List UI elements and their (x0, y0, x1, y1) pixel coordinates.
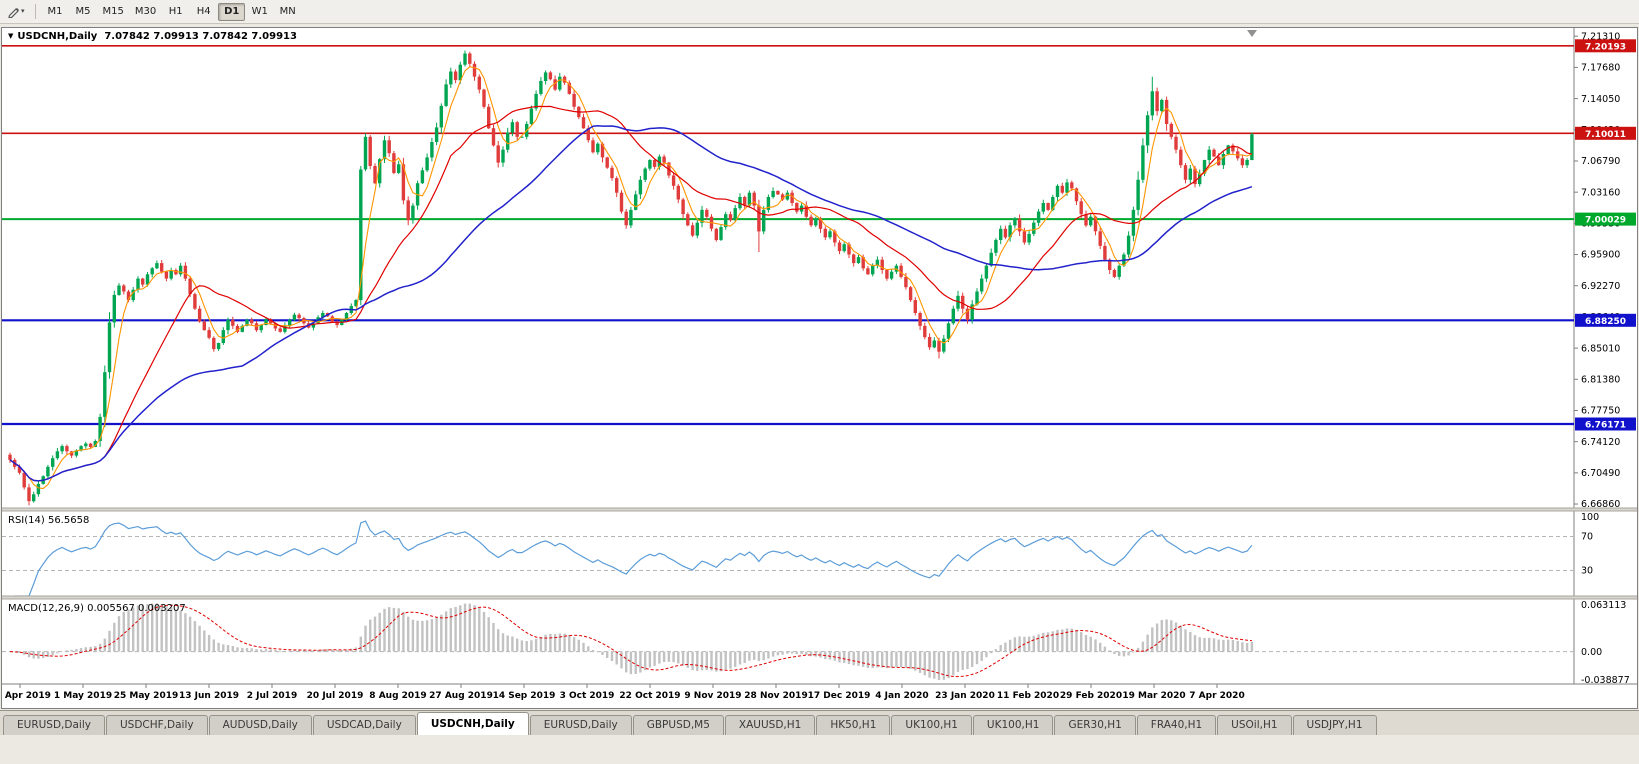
ma-5-line (9, 66, 1253, 490)
tab-usdjpy-h1[interactable]: USDJPY,H1 (1292, 715, 1377, 735)
svg-text:70: 70 (1581, 532, 1593, 543)
svg-text:0.00: 0.00 (1581, 647, 1602, 658)
svg-text:6.77750: 6.77750 (1581, 406, 1620, 417)
svg-text:19 Mar 2020: 19 Mar 2020 (1122, 691, 1185, 701)
dropdown-caret-icon: ▾ (21, 8, 25, 15)
moving-averages (9, 66, 1253, 490)
svg-text:23 Jan 2020: 23 Jan 2020 (935, 691, 995, 701)
timeframe-button-h4[interactable]: H4 (190, 3, 217, 21)
svg-text:6.74120: 6.74120 (1581, 437, 1620, 448)
svg-text:20 Jul 2019: 20 Jul 2019 (307, 691, 364, 701)
svg-text:13 Jun 2019: 13 Jun 2019 (179, 691, 239, 701)
candlesticks (8, 50, 1254, 506)
tab-ger30-h1[interactable]: GER30,H1 (1054, 715, 1136, 735)
svg-text:7.03160: 7.03160 (1581, 187, 1620, 198)
tab-usdcnh-daily[interactable]: USDCNH,Daily (416, 712, 529, 735)
chart-shift-marker (1247, 30, 1257, 37)
chart-canvas[interactable]: 7.213107.176807.140507.104207.067907.031… (2, 28, 1637, 706)
svg-text:7.20193: 7.20193 (1585, 42, 1626, 52)
svg-text:0.063113: 0.063113 (1581, 600, 1626, 611)
svg-text:6.92270: 6.92270 (1581, 281, 1620, 292)
tab-hk50-h1[interactable]: HK50,H1 (816, 715, 891, 735)
svg-text:6.66860: 6.66860 (1581, 499, 1620, 510)
svg-text:6.76171: 6.76171 (1585, 421, 1626, 431)
tab-audusd-daily[interactable]: AUDUSD,Daily (208, 715, 312, 735)
svg-text:28 Nov 2019: 28 Nov 2019 (744, 691, 807, 701)
svg-text:25 May 2019: 25 May 2019 (114, 691, 178, 701)
svg-text:2 Jul 2019: 2 Jul 2019 (247, 691, 297, 701)
tab-xauusd-h1[interactable]: XAUUSD,H1 (724, 715, 816, 735)
tab-usdcad-daily[interactable]: USDCAD,Daily (312, 715, 416, 735)
ma-20-line (9, 105, 1253, 482)
window-bottom-strip (0, 735, 1639, 764)
svg-text:1 May 2019: 1 May 2019 (54, 691, 112, 701)
svg-text:14 Sep 2019: 14 Sep 2019 (493, 691, 556, 701)
ma-50-line (9, 124, 1253, 482)
timeframe-toolbar: ▾ M1 M5 M15 M30 H1 H4 D1 W1 MN (0, 0, 1639, 24)
macd-pane: 0.063113 0.00 -0.038877 (2, 600, 1630, 686)
chart-tabs-bar: EURUSD,Daily USDCHF,Daily AUDUSD,Daily USDC… (0, 710, 1639, 736)
svg-text:29 Feb 2020: 29 Feb 2020 (1060, 691, 1122, 701)
svg-text:100: 100 (1581, 512, 1599, 523)
tab-uk100-h1[interactable]: UK100,H1 (972, 715, 1054, 735)
price-badges: 7.20193 7.10011 7.00029 6.88250 6.76171 (1575, 39, 1636, 431)
tab-uk100-h1[interactable]: UK100,H1 (891, 715, 972, 735)
svg-text:7.17680: 7.17680 (1581, 63, 1620, 74)
timeframe-button-m1[interactable]: M1 (42, 3, 69, 21)
pencil-icon (8, 7, 20, 18)
timeframe-buttons: M1 M5 M15 M30 H1 H4 D1 W1 MN (42, 2, 302, 21)
svg-text:7.21310: 7.21310 (1581, 31, 1620, 42)
svg-text:8 Aug 2019: 8 Aug 2019 (369, 691, 426, 701)
svg-text:3 Oct 2019: 3 Oct 2019 (560, 691, 615, 701)
svg-text:6.85010: 6.85010 (1581, 343, 1620, 354)
svg-text:7.00029: 7.00029 (1585, 216, 1626, 226)
svg-text:4 Jan 2020: 4 Jan 2020 (875, 691, 928, 701)
svg-text:11 Feb 2020: 11 Feb 2020 (997, 691, 1059, 701)
timeframe-button-h1[interactable]: H1 (162, 3, 189, 21)
svg-text:7.06790: 7.06790 (1581, 156, 1620, 167)
timeframe-button-m30[interactable]: M30 (130, 3, 161, 21)
svg-text:27 Aug 2019: 27 Aug 2019 (429, 691, 493, 701)
svg-text:11 Apr 2019: 11 Apr 2019 (2, 691, 51, 701)
tab-fra40-h1[interactable]: FRA40,H1 (1136, 715, 1217, 735)
rsi-line (14, 520, 1253, 597)
timeframe-button-w1[interactable]: W1 (246, 3, 273, 21)
svg-text:22 Oct 2019: 22 Oct 2019 (619, 691, 680, 701)
svg-text:7 Apr 2020: 7 Apr 2020 (1189, 691, 1244, 701)
svg-text:6.88250: 6.88250 (1585, 317, 1626, 327)
rsi-pane: 100 70 30 (2, 512, 1599, 597)
svg-text:9 Nov 2019: 9 Nov 2019 (684, 691, 741, 701)
horizontal-level-lines (2, 44, 1574, 426)
tab-eurusd-daily[interactable]: EURUSD,Daily (3, 715, 105, 735)
timeframe-button-m15[interactable]: M15 (98, 3, 129, 21)
tab-usdchf-daily[interactable]: USDCHF,Daily (105, 715, 208, 735)
macd-signal-line (9, 604, 1252, 678)
timeframe-button-d1[interactable]: D1 (218, 2, 246, 21)
svg-text:6.70490: 6.70490 (1581, 468, 1620, 479)
svg-text:-0.038877: -0.038877 (1581, 675, 1630, 686)
tab-eurusd-daily[interactable]: EURUSD,Daily (529, 715, 632, 735)
svg-text:6.81380: 6.81380 (1581, 374, 1620, 385)
timeframe-button-mn[interactable]: MN (274, 3, 301, 21)
svg-text:7.10011: 7.10011 (1585, 130, 1626, 140)
svg-text:17 Dec 2019: 17 Dec 2019 (808, 691, 871, 701)
draw-tool-button[interactable]: ▾ (3, 3, 29, 21)
chart-window: 7.213107.176807.140507.104207.067907.031… (1, 27, 1638, 709)
tab-usoil-h1[interactable]: USOil,H1 (1217, 715, 1292, 735)
svg-text:7.14050: 7.14050 (1581, 94, 1620, 105)
svg-text:6.95900: 6.95900 (1581, 250, 1620, 261)
tab-gbpusd-m5[interactable]: GBPUSD,M5 (632, 715, 724, 735)
timeframe-button-m5[interactable]: M5 (70, 3, 97, 21)
svg-text:30: 30 (1581, 566, 1593, 577)
toolbar-separator (34, 4, 36, 19)
